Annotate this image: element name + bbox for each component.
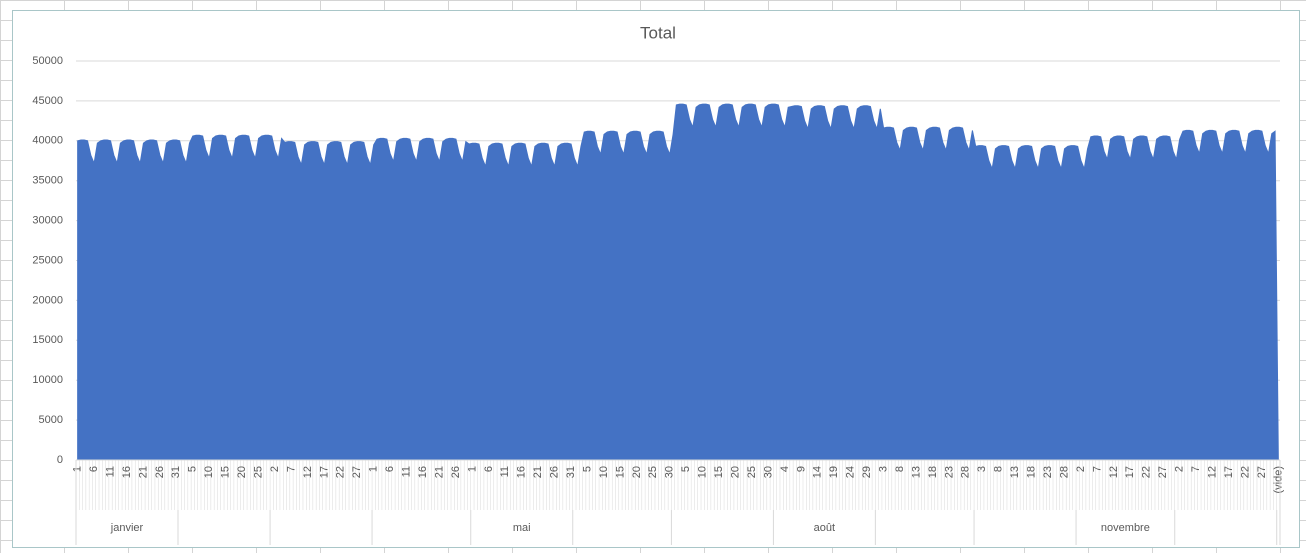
x-tick-label: 18: [1026, 466, 1038, 478]
x-tick-label: 23: [943, 466, 955, 478]
y-tick-label: 5000: [39, 414, 63, 426]
area: [77, 103, 1279, 461]
x-tick-label: 7: [1091, 466, 1103, 472]
x-tick-label: 9: [795, 466, 807, 472]
x-tick-label: 16: [516, 466, 528, 478]
x-tick-label: 20: [631, 466, 643, 478]
x-tick-label: 27: [1256, 466, 1268, 478]
x-tick-label: 18: [927, 466, 939, 478]
y-tick-label: 35000: [32, 175, 63, 187]
x-tick-label: 2: [1174, 466, 1186, 472]
x-tick-label: 31: [170, 466, 182, 478]
y-tick-label: 0: [57, 454, 63, 466]
x-tick-label: (vide): [1272, 466, 1284, 494]
x-tick-label: 30: [762, 466, 774, 478]
x-tick-label: 21: [433, 466, 445, 478]
x-tick-label: 19: [828, 466, 840, 478]
x-tick-label: 21: [532, 466, 544, 478]
x-tick-label: 17: [318, 466, 330, 478]
x-tick-label: 8: [993, 466, 1005, 472]
x-tick-label: 6: [88, 466, 100, 472]
x-tick-label: 11: [401, 466, 413, 477]
x-tick-label: 29: [861, 466, 873, 478]
x-tick-label: 20: [236, 466, 248, 478]
x-tick-label: 15: [220, 466, 232, 478]
x-tick-label: 5: [187, 466, 199, 472]
x-tick-label: 4: [779, 466, 791, 472]
chart-title: Total: [640, 23, 676, 42]
x-tick-label: 21: [137, 466, 149, 478]
month-label: août: [814, 522, 835, 534]
x-tick-label: 7: [1190, 466, 1202, 472]
x-tick-label: 13: [910, 466, 922, 478]
x-tick-label: 12: [1108, 466, 1120, 478]
x-tick-label: 14: [812, 466, 824, 478]
x-tick-label: 11: [104, 466, 116, 477]
x-tick-label: 17: [1124, 466, 1136, 478]
x-tick-label: 10: [203, 466, 215, 478]
x-tick-label: 6: [384, 466, 396, 472]
x-tick-label: 7: [285, 466, 297, 472]
x-tick-label: 25: [746, 466, 758, 478]
x-tick-label: 2: [269, 466, 281, 472]
x-tick-label: 26: [549, 466, 561, 478]
x-tick-label: 22: [1141, 466, 1153, 478]
x-tick-label: 22: [1239, 466, 1251, 478]
x-tick-label: 23: [1042, 466, 1054, 478]
x-tick-label: 1: [72, 466, 84, 472]
x-tick-label: 12: [302, 466, 314, 478]
x-tick-label: 15: [614, 466, 626, 478]
y-tick-label: 25000: [32, 254, 63, 266]
month-label: novembre: [1101, 522, 1150, 534]
y-tick-label: 40000: [32, 135, 63, 147]
x-tick-label: 28: [960, 466, 972, 478]
x-tick-label: 31: [565, 466, 577, 478]
x-tick-label: 20: [729, 466, 741, 478]
x-tick-label: 16: [417, 466, 429, 478]
y-tick-label: 45000: [32, 95, 63, 107]
x-tick-label: 27: [1157, 466, 1169, 478]
x-tick-label: 30: [664, 466, 676, 478]
x-tick-label: 5: [680, 466, 692, 472]
y-tick-label: 10000: [32, 374, 63, 386]
y-tick-label: 20000: [32, 294, 63, 306]
x-tick-label: 13: [1009, 466, 1021, 478]
x-tick-label: 25: [252, 466, 264, 478]
x-tick-label: 6: [483, 466, 495, 472]
x-tick-label: 22: [335, 466, 347, 478]
x-tick-label: 11: [499, 466, 511, 477]
x-tick-label: 28: [1058, 466, 1070, 478]
month-label: mai: [513, 522, 531, 534]
x-tick-label: 15: [713, 466, 725, 478]
x-tick-label: 10: [598, 466, 610, 478]
x-tick-label: 10: [697, 466, 709, 478]
x-tick-label: 2: [1075, 466, 1087, 472]
x-tick-label: 3: [878, 466, 890, 472]
x-tick-label: 1: [368, 466, 380, 472]
y-tick-label: 50000: [32, 55, 63, 67]
y-tick-label: 30000: [32, 215, 63, 227]
x-tick-label: 24: [845, 466, 857, 478]
x-tick-label: 25: [647, 466, 659, 478]
month-label: janvier: [110, 522, 144, 534]
x-tick-label: 17: [1223, 466, 1235, 478]
x-tick-label: 16: [121, 466, 133, 478]
x-tick-label: 3: [976, 466, 988, 472]
x-tick-label: 26: [450, 466, 462, 478]
x-tick-label: 8: [894, 466, 906, 472]
y-tick-label: 15000: [32, 334, 63, 346]
x-tick-label: 12: [1206, 466, 1218, 478]
x-tick-label: 26: [154, 466, 166, 478]
x-tick-label: 27: [351, 466, 363, 478]
x-tick-label: 5: [581, 466, 593, 472]
x-tick-label: 1: [466, 466, 478, 472]
